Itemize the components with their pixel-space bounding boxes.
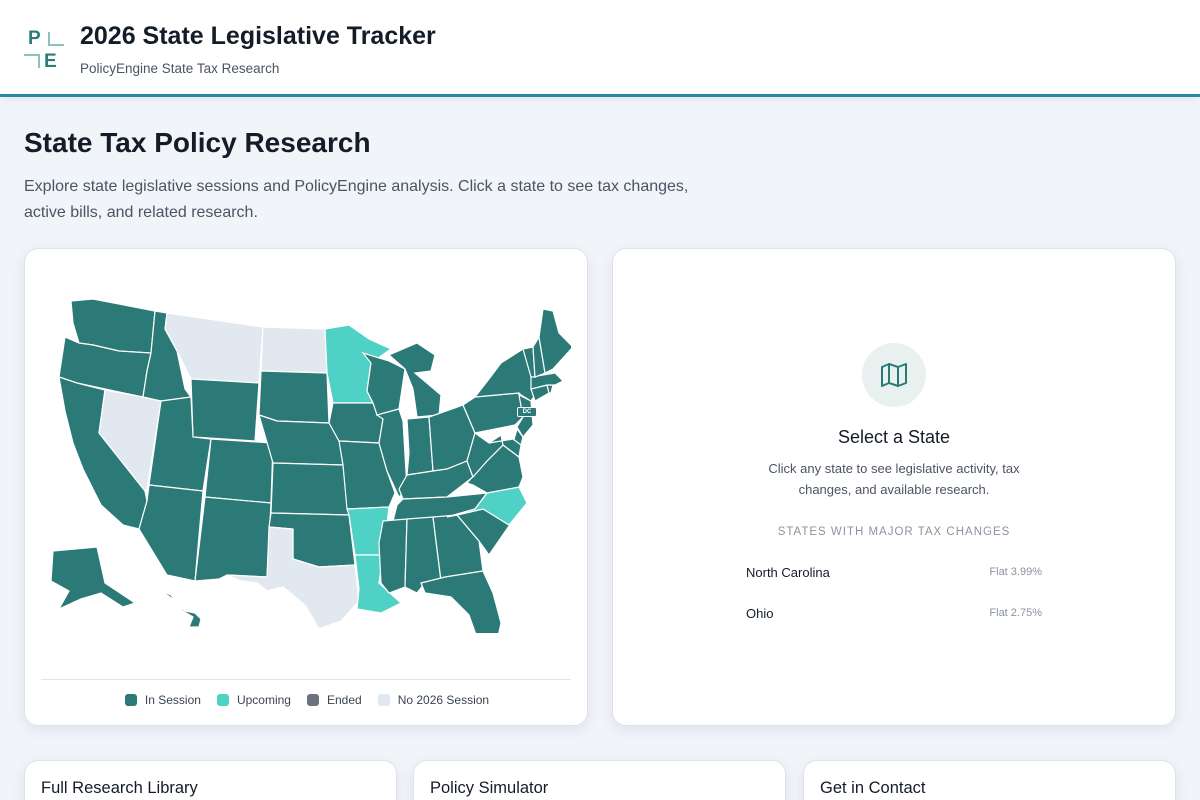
legend-item-in-session: In Session xyxy=(124,693,201,707)
app-subtitle: PolicyEngine State Tax Research xyxy=(80,61,280,76)
state-new-mexico[interactable] xyxy=(194,496,272,582)
state-maryland[interactable] xyxy=(488,434,522,459)
legend-label: No 2026 Session xyxy=(397,693,490,707)
state-pennsylvania[interactable] xyxy=(462,392,524,434)
logo-letter-p: P xyxy=(28,28,41,49)
major-state-name: North Carolina xyxy=(746,564,830,580)
legend-swatch xyxy=(216,694,229,706)
select-state-title: Select a State xyxy=(837,427,951,447)
map-legend: In Session Upcoming Ended No 2026 Sessio… xyxy=(25,693,589,707)
state-texas[interactable] xyxy=(226,526,360,630)
state-hawaii[interactable] xyxy=(160,590,202,628)
legend-label: Upcoming xyxy=(236,693,291,707)
logo-letter-e: E xyxy=(44,51,57,72)
legend-swatch xyxy=(306,694,319,706)
policyengine-logo[interactable]: P E xyxy=(24,28,66,72)
state-florida[interactable] xyxy=(420,570,502,633)
logo-bar xyxy=(24,54,40,56)
state-michigan[interactable] xyxy=(387,342,442,418)
state-arizona[interactable] xyxy=(138,484,204,582)
map-icon xyxy=(862,343,926,407)
contact-title: Get in Contact xyxy=(820,779,926,797)
state-dc[interactable]: DC xyxy=(517,407,537,417)
logo-bar xyxy=(48,32,50,46)
us-state-map xyxy=(50,298,571,633)
state-wyoming[interactable] xyxy=(190,378,260,442)
legend-item-upcoming: Upcoming xyxy=(216,693,291,707)
legend-label: In Session xyxy=(144,693,201,707)
legend-item-no-session: No 2026 Session xyxy=(377,693,490,707)
state-south-dakota[interactable] xyxy=(258,370,330,424)
major-tax-changes-heading: STATES WITH MAJOR TAX CHANGES xyxy=(777,526,1011,538)
state-detail-card: Select a State Click any state to see le… xyxy=(612,248,1176,726)
state-illinois[interactable] xyxy=(375,408,408,499)
page-description: Explore state legislative sessions and P… xyxy=(24,178,689,221)
logo-bar xyxy=(38,54,40,68)
state-colorado[interactable] xyxy=(204,438,274,504)
legend-label: Ended xyxy=(326,693,362,707)
state-mississippi[interactable] xyxy=(378,518,408,594)
app-title: 2026 State Legislative Tracker xyxy=(80,22,436,50)
research-library-card[interactable]: Full Research Library xyxy=(24,760,397,800)
contact-card[interactable]: Get in Contact xyxy=(803,760,1176,800)
legend-item-ended: Ended xyxy=(306,693,362,707)
map-divider xyxy=(41,679,571,680)
legend-swatch xyxy=(124,694,137,706)
state-alaska[interactable] xyxy=(50,546,137,611)
major-state-rate: Flat 3.99% xyxy=(989,566,1042,578)
select-state-description: Click any state to see legislative activ… xyxy=(768,461,1020,497)
state-massachusetts[interactable] xyxy=(530,372,565,390)
major-state-row-north-carolina[interactable]: North Carolina Flat 3.99% xyxy=(746,557,1042,587)
policy-simulator-title: Policy Simulator xyxy=(430,779,549,797)
state-map-card: DC In Session Upcoming Ended No 2026 Ses… xyxy=(24,248,588,726)
state-north-carolina[interactable] xyxy=(446,486,528,526)
major-state-name: Ohio xyxy=(746,605,774,621)
logo-bar xyxy=(48,44,64,46)
state-maine[interactable] xyxy=(538,308,571,374)
legend-swatch xyxy=(377,694,390,706)
policy-simulator-card[interactable]: Policy Simulator xyxy=(413,760,786,800)
top-header: P E 2026 State Legislative Tracker Polic… xyxy=(0,0,1200,97)
research-library-title: Full Research Library xyxy=(41,779,198,797)
page-title: State Tax Policy Research xyxy=(24,127,371,158)
state-north-dakota[interactable] xyxy=(260,326,328,374)
state-kansas[interactable] xyxy=(270,462,350,516)
major-state-row-ohio[interactable]: Ohio Flat 2.75% xyxy=(746,598,1042,628)
major-state-rate: Flat 2.75% xyxy=(989,607,1042,619)
state-vermont[interactable] xyxy=(522,346,536,378)
